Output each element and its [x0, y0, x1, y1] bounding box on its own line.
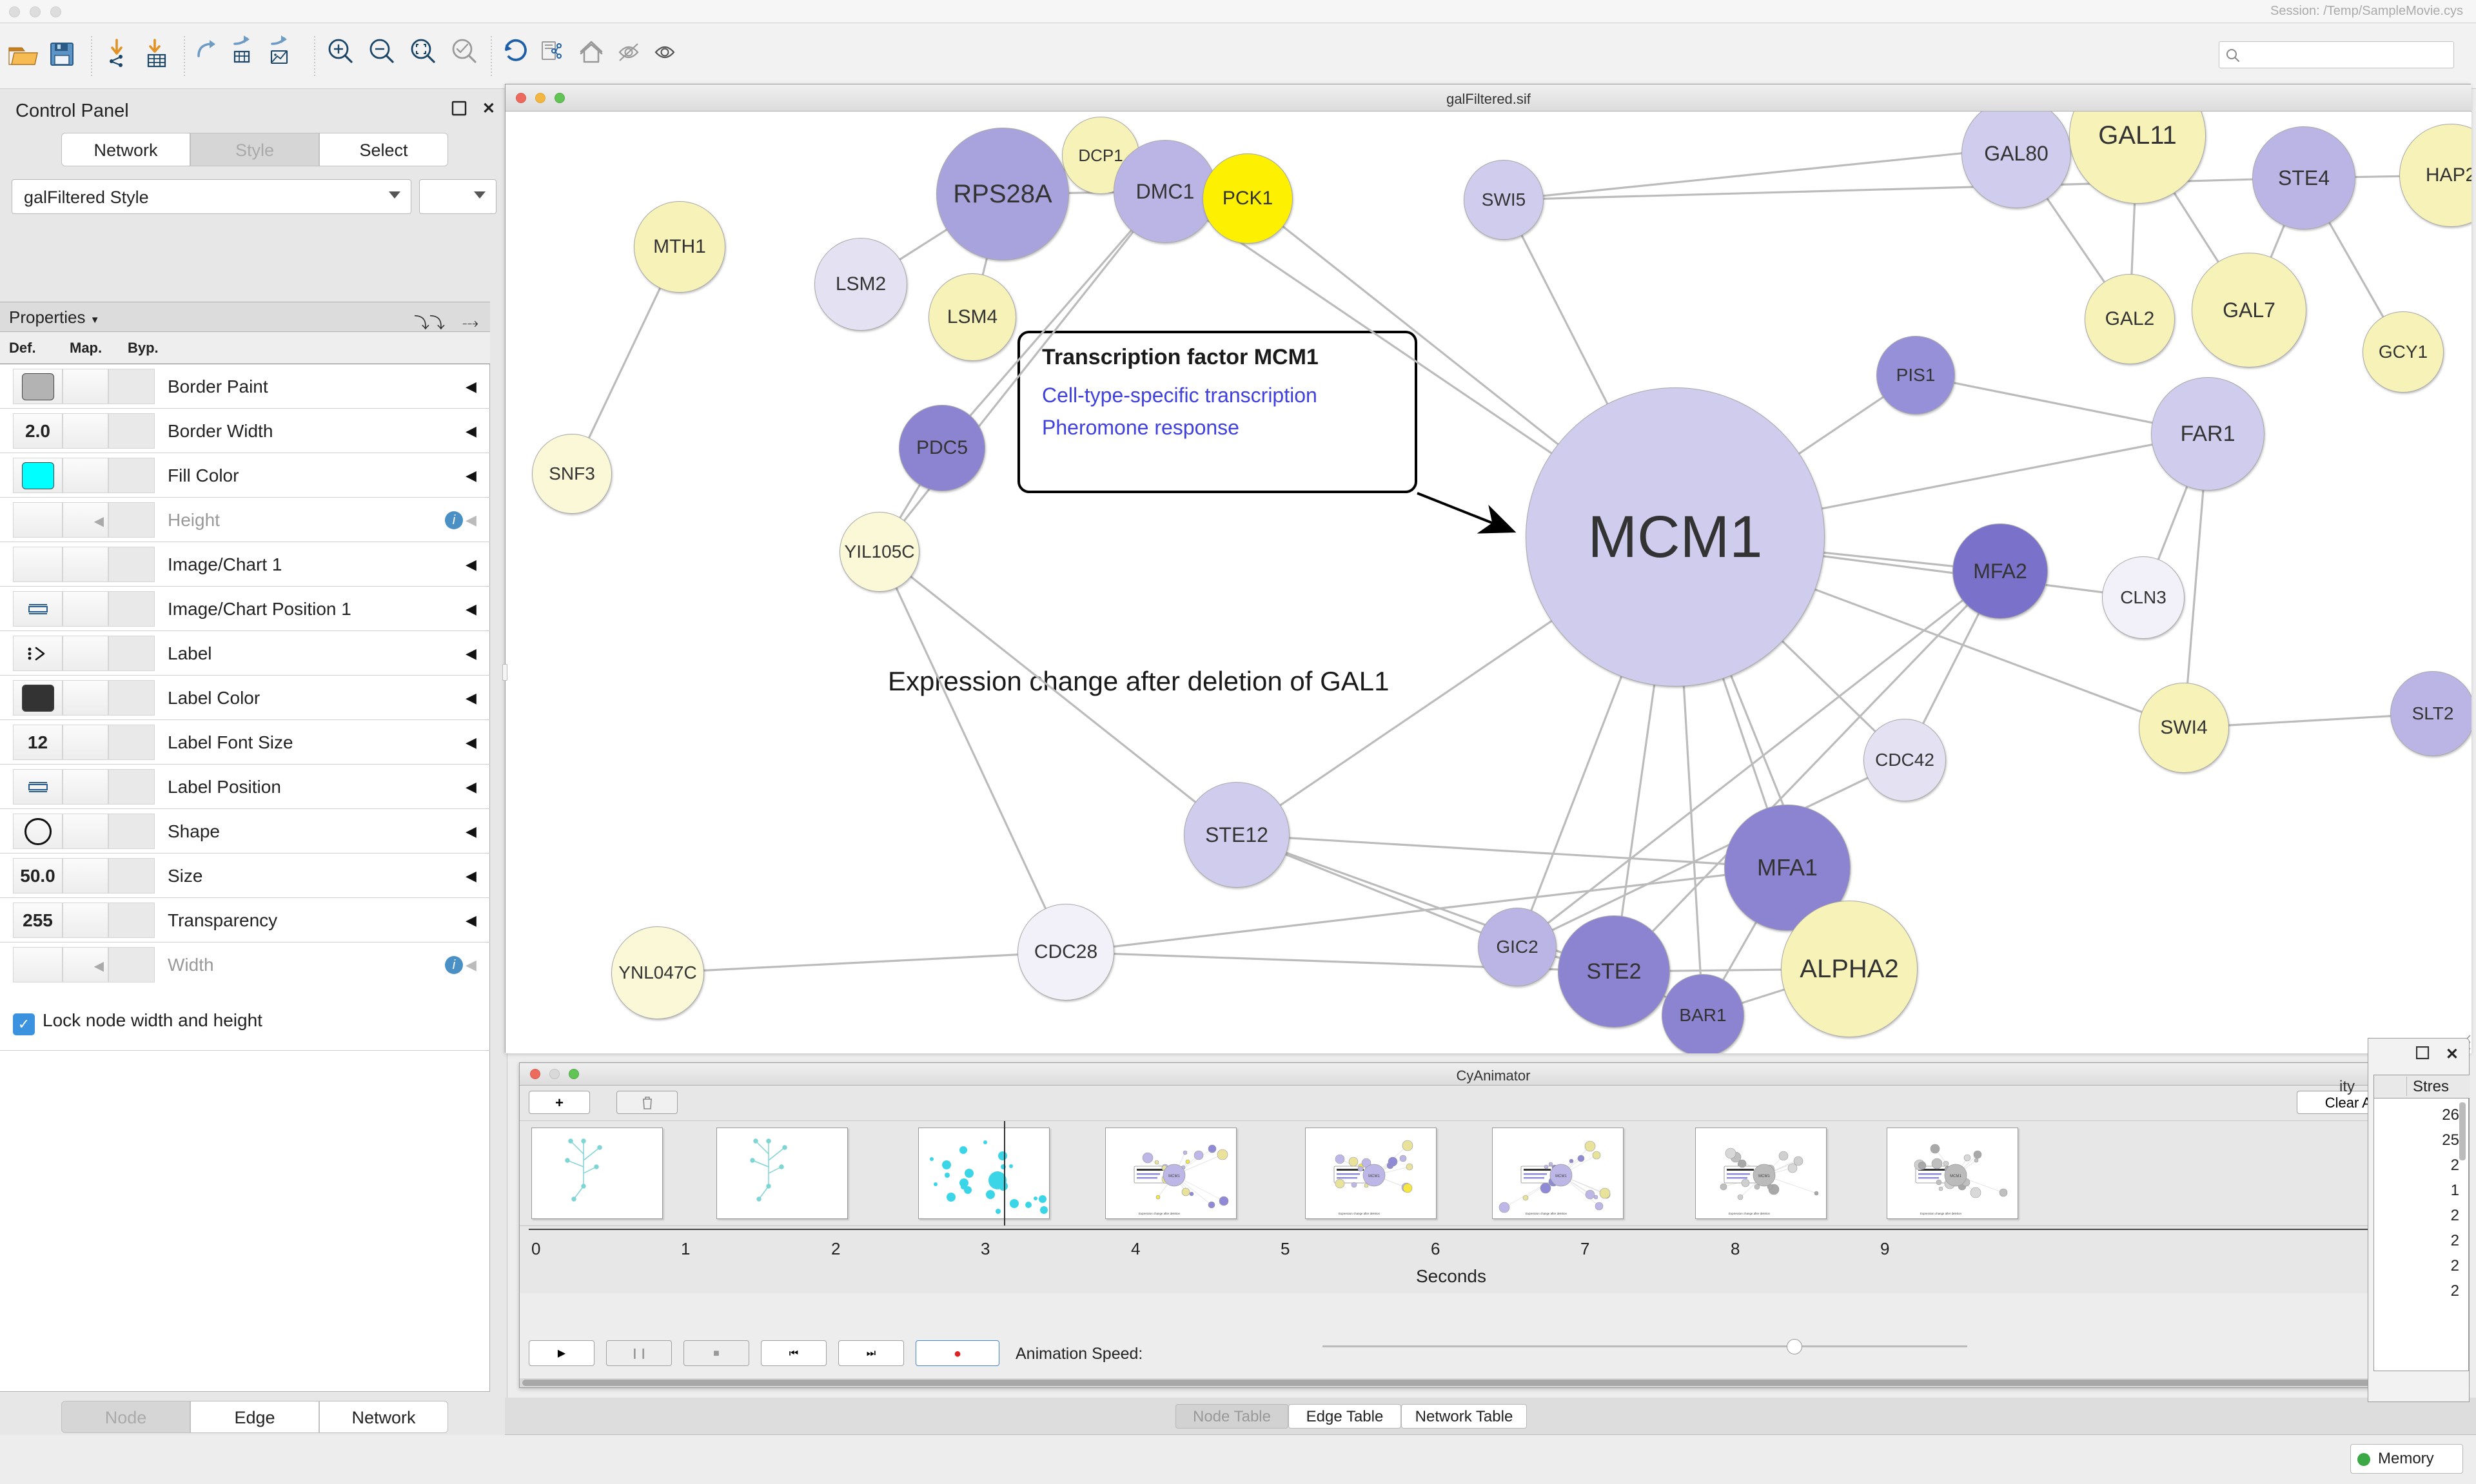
svg-text:Expression change after deleti: Expression change after deletion [1339, 1212, 1380, 1215]
svg-text:Expression change after deleti: Expression change after deletion [1139, 1212, 1181, 1215]
svg-text:Expression change after deleti: Expression change after deletion [1920, 1212, 1962, 1215]
svg-text:MCM1: MCM1 [1168, 1175, 1180, 1178]
svg-text:Expression change after deleti: Expression change after deletion [1526, 1212, 1567, 1215]
svg-text:MCM1: MCM1 [1758, 1175, 1770, 1178]
svg-text:MCM1: MCM1 [1368, 1175, 1380, 1178]
svg-text:MCM1: MCM1 [1950, 1175, 1961, 1178]
svg-text:Expression change after deleti: Expression change after deletion [1729, 1212, 1771, 1215]
svg-text:MCM1: MCM1 [1555, 1175, 1567, 1178]
